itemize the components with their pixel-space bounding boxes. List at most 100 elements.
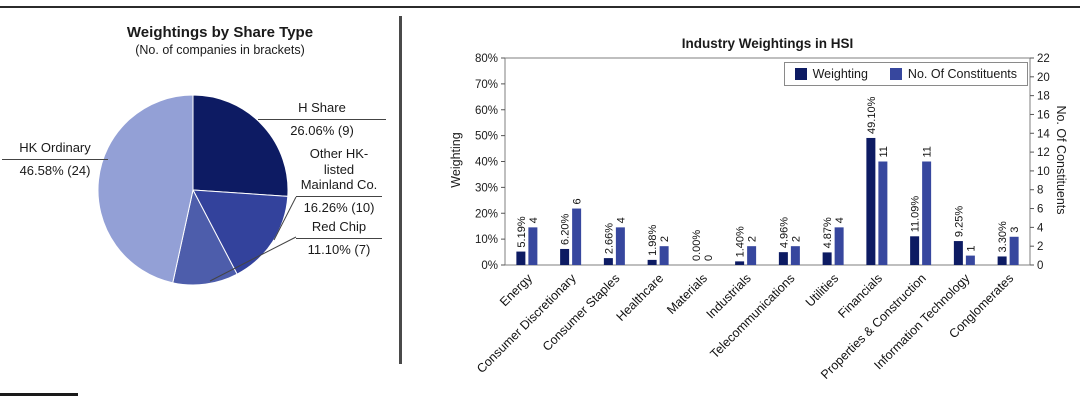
constituents-value-label: 1	[965, 245, 977, 251]
weighting-value-label: 5.19%	[516, 216, 528, 247]
constituents-bar	[922, 161, 932, 265]
legend-label: No. Of Constituents	[907, 67, 1017, 81]
constituents-bar	[747, 246, 757, 265]
right-axis-tick-label: 6	[1037, 204, 1043, 216]
constituents-value-label: 11	[878, 146, 890, 157]
weighting-bar	[822, 252, 832, 265]
weighting-value-label: 9.25%	[953, 206, 965, 237]
constituents-bar	[834, 227, 844, 265]
weighting-value-label: 3.30%	[997, 221, 1009, 252]
category-label: Telecommunications	[708, 271, 798, 361]
pie-slice-value: 26.06% (9)	[290, 122, 354, 138]
pie-slice	[172, 188, 238, 286]
pie-slice	[97, 94, 194, 284]
pie-leader-line	[273, 196, 297, 241]
left-axis-tick-label: 40%	[475, 157, 498, 169]
pie-label-other-hk: Other HK-listed Mainland Co. 16.26% (10)	[296, 146, 382, 215]
pie-slice-value: 16.26% (10)	[303, 199, 375, 215]
weighting-value-label: 1.40%	[735, 226, 747, 257]
legend-item-weighting: Weighting	[794, 67, 868, 81]
pie-chart-svg	[97, 94, 297, 286]
right-axis-tick-label: 2	[1037, 241, 1043, 253]
plot-border	[504, 57, 1031, 266]
left-axis-tick-label: 10%	[475, 234, 498, 246]
pie-label-h-share: H Share 26.06% (9)	[258, 100, 386, 138]
bar-chart-svg: 0%10%20%30%40%50%60%70%80%02468101214161…	[474, 53, 1050, 382]
constituents-value-label: 2	[659, 236, 671, 242]
weighting-value-label: 2.66%	[603, 223, 615, 254]
constituents-bar	[878, 161, 888, 265]
pie-leader-line	[209, 236, 297, 282]
weighting-value-label: 4.96%	[778, 217, 790, 248]
pie-slice-value: 46.58% (24)	[19, 162, 91, 178]
chart-legend: Weighting No. Of Constituents	[783, 62, 1028, 86]
constituents-value-label: 6	[572, 198, 584, 204]
right-axis-tick-label: 8	[1037, 185, 1043, 197]
pie-slice	[192, 189, 289, 275]
constituents-value-label: 2	[790, 236, 802, 242]
right-axis-tick-label: 14	[1037, 128, 1050, 140]
top-divider-line	[0, 6, 1080, 8]
pie-slice-name: H Share	[258, 100, 386, 120]
pie-slice-value: 11.10% (7)	[307, 241, 371, 257]
left-axis-tick-label: 50%	[475, 131, 498, 143]
category-label: Materials	[664, 271, 710, 317]
pie-label-hk-ordinary: HK Ordinary 46.58% (24)	[2, 140, 108, 178]
right-axis-tick-label: 18	[1037, 91, 1050, 103]
weighting-bar	[953, 241, 963, 265]
constituents-bar	[965, 255, 975, 265]
right-axis-tick-label: 0	[1037, 260, 1043, 272]
constituents-bar	[615, 227, 625, 265]
weighting-bar	[560, 248, 570, 265]
weighting-value-label: 4.87%	[822, 217, 834, 248]
left-axis-tick-label: 80%	[475, 53, 498, 65]
right-axis-tick-label: 16	[1037, 109, 1050, 121]
left-axis-tick-label: 30%	[475, 182, 498, 194]
left-axis-tick-label: 20%	[475, 208, 498, 220]
pie-slice	[192, 94, 289, 197]
vertical-divider-line	[399, 16, 402, 364]
constituents-bar	[1009, 236, 1019, 265]
weighting-bar	[866, 137, 876, 265]
constituents-bar	[572, 208, 582, 265]
weighting-value-label: 6.20%	[560, 214, 572, 245]
weighting-bar	[997, 256, 1007, 265]
weighting-bar	[778, 252, 788, 265]
weighting-value-label: 49.10%	[866, 96, 878, 134]
bar-chart-title: Industry Weightings in HSI	[681, 36, 854, 51]
legend-swatch-weighting	[794, 68, 807, 80]
category-label: Consumer Staples	[540, 271, 623, 354]
right-axis-tick-label: 10	[1037, 166, 1050, 178]
right-axis-tick-label: 22	[1037, 53, 1050, 65]
constituents-value-label: 0	[703, 255, 715, 261]
left-axis-tick-label: 0%	[481, 260, 498, 272]
weighting-bar	[647, 259, 657, 265]
constituents-bar	[528, 227, 538, 265]
constituents-bar	[659, 246, 669, 265]
constituents-value-label: 3	[1009, 227, 1021, 233]
category-label: Healthcare	[614, 271, 667, 324]
right-axis-tick-label: 12	[1037, 147, 1050, 159]
constituents-value-label: 2	[747, 236, 759, 242]
constituents-value-label: 4	[528, 217, 540, 223]
category-label: Utilities	[803, 271, 841, 309]
weighting-bar	[910, 236, 920, 265]
weighting-value-label: 1.98%	[647, 224, 659, 255]
weighting-bar	[516, 251, 526, 265]
weighting-value-label: 0.00%	[691, 230, 703, 261]
right-axis-tick-label: 4	[1037, 222, 1044, 234]
pie-chart-title: Weightings by Share Type	[126, 24, 314, 41]
category-label: Energy	[497, 271, 535, 309]
pie-slice-name: HK Ordinary	[2, 140, 108, 160]
legend-label: Weighting	[812, 67, 868, 81]
weighting-value-label: 11.09%	[910, 196, 922, 233]
constituents-bar	[790, 246, 800, 265]
constituents-value-label: 4	[615, 217, 627, 223]
pie-slice-name: Red Chip	[296, 219, 382, 239]
pie-label-red-chip: Red Chip 11.10% (7)	[296, 219, 382, 257]
left-axis-tick-label: 70%	[475, 79, 498, 91]
right-axis-tick-label: 20	[1037, 72, 1050, 84]
weighting-bar	[735, 261, 745, 265]
pie-slice-name: Other HK-listed Mainland Co.	[296, 146, 382, 197]
